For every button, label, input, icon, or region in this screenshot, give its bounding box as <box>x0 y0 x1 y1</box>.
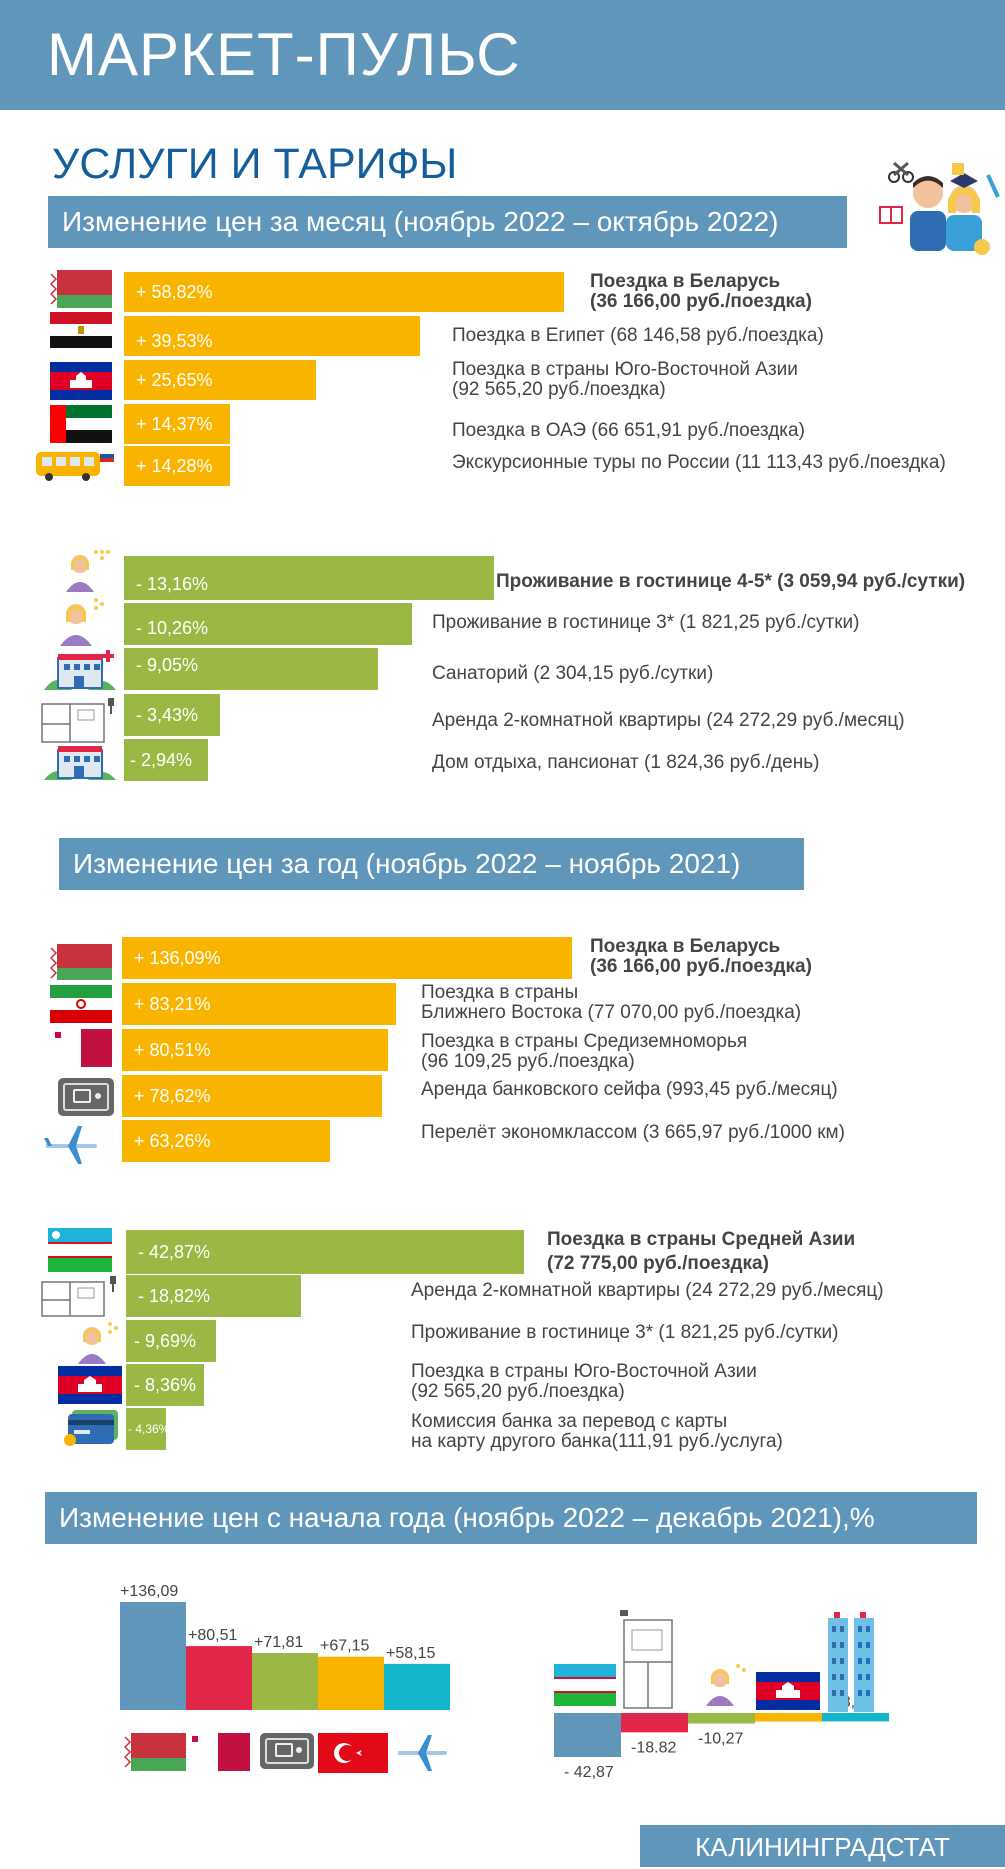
desc-year-up-2: Поездка в страны Ближнего Востока (77 070… <box>421 982 802 1023</box>
desc-year-down-1: Поездка в страны Средней Азии (72 775,00 … <box>547 1229 856 1274</box>
bar-month-down-2: - 10,26% <box>124 603 412 645</box>
desc-month-up-4: Поездка в ОАЭ (66 651,91 руб./поездка) <box>452 420 805 441</box>
bar-year-up-1: + 136,09% <box>122 937 572 979</box>
bar-year-up-5: + 63,26% <box>122 1120 330 1162</box>
ytd-up-value-label-4: +67,15 <box>320 1638 369 1655</box>
bar-year-down-1: - 42,87% <box>126 1230 524 1274</box>
bar-year-down-5: - 4,36% <box>126 1408 169 1450</box>
hotel-staff-icon <box>66 550 110 592</box>
bar-year-up-2: + 83,21% <box>122 983 396 1025</box>
ytd-down-value-label-3: -10,27 <box>698 1731 743 1748</box>
desc-month-down-2: Проживание в гостинице 3* (1 821,25 руб.… <box>432 612 860 633</box>
malta-flag-icon <box>186 1733 250 1771</box>
header-bar <box>0 0 1005 110</box>
safe-icon <box>260 1733 314 1769</box>
airplane-icon <box>398 1735 447 1771</box>
apartment-plan-icon <box>620 1610 673 1709</box>
desc-month-up-3: Поездка в страны Юго-Восточной Азии (92 5… <box>452 359 798 400</box>
hotel-staff-icon <box>60 598 104 646</box>
page-title: МАРКЕТ-ПУЛЬС <box>47 21 521 88</box>
desc-year-down-4: Поездка в страны Юго-Восточной Азии (92 5… <box>411 1361 757 1402</box>
desc-month-down-3: Санаторий (2 304,15 руб./сутки) <box>432 663 714 684</box>
belarus-flag-icon <box>50 270 112 308</box>
malta-flag-icon <box>50 1029 112 1067</box>
turkey-flag-icon <box>318 1733 388 1773</box>
bus-icon <box>36 450 114 481</box>
footer-org: КАЛИНИНГРАДСТАТ <box>640 1825 1005 1867</box>
ytd-down-bar-4 <box>755 1713 822 1722</box>
bar-year-up-4: + 78,62% <box>122 1075 382 1117</box>
desc-month-down-1: Проживание в гостинице 4-5* (3 059,94 ру… <box>496 571 966 592</box>
bar-year-up-3: + 80,51% <box>122 1029 388 1071</box>
ytd-up-bar-3 <box>252 1653 318 1710</box>
ytd-up-value-label-2: +80,51 <box>188 1627 237 1644</box>
ytd-up-value-label-5: +58,15 <box>386 1645 435 1662</box>
bar-month-down-4: - 3,43% <box>124 694 220 736</box>
ytd-up-bar-1 <box>120 1602 186 1710</box>
bar-month-down-5: - 2,94% <box>124 739 208 781</box>
cambodia-flag-icon <box>58 1366 122 1404</box>
bar-month-down-3: - 9,05% <box>124 648 378 690</box>
ytd-decrease-chart: - 42,87-18.82-10,27-8,36- 8,21 <box>554 1694 889 1781</box>
ytd-down-value-label-2: -18.82 <box>631 1739 676 1756</box>
belarus-flag-icon <box>124 1733 186 1771</box>
desc-year-up-5: Перелёт экономклассом (3 665,97 руб./100… <box>421 1122 845 1143</box>
ytd-down-bar-2 <box>621 1713 688 1733</box>
ytd-up-bar-2 <box>186 1646 252 1710</box>
desc-month-up-5: Экскурсионные туры по России (11 113,43 … <box>452 452 946 473</box>
desc-month-down-4: Аренда 2-комнатной квартиры (24 272,29 р… <box>432 710 905 731</box>
skyscraper-icon <box>828 1612 874 1712</box>
ytd-down-bar-1 <box>554 1713 621 1757</box>
cambodia-flag-icon <box>50 362 112 400</box>
airplane-icon <box>44 1126 97 1164</box>
desc-year-down-5: Комиссия банка за перевод с карты на карт… <box>411 1411 783 1452</box>
ytd-increase-chart: +136,09 +80,51 +71,81 +67,15 +58,15 <box>120 1583 450 1710</box>
bar-year-down-3: - 9,69% <box>126 1320 216 1362</box>
bar-month-up-3: + 25,65% <box>124 360 316 400</box>
uzbekistan-flag-icon <box>48 1228 112 1272</box>
cambodia-flag-icon <box>756 1672 820 1710</box>
ytd-up-bar-5 <box>384 1663 450 1710</box>
desc-month-down-5: Дом отдыха, пансионат (1 824,36 руб./ден… <box>432 752 820 773</box>
desc-month-up-2: Поездка в Египет (68 146,58 руб./поездка… <box>452 325 824 346</box>
ytd-up-bar-4 <box>318 1656 384 1710</box>
apartment-plan-icon <box>41 698 114 743</box>
ytd-up-value-label-1: +136,09 <box>120 1583 178 1600</box>
bar-year-down-4: - 8,36% <box>126 1364 204 1406</box>
people-icon <box>879 161 1000 255</box>
desc-year-up-1: Поездка в Беларусь (36 166,00 руб./поездк… <box>590 936 812 977</box>
ytd-up-value-label-3: +71,81 <box>254 1634 303 1651</box>
desc-month-up-1: Поездка в Беларусь (36 166,00 руб./поездк… <box>590 271 812 312</box>
safe-icon <box>58 1078 114 1116</box>
egypt-flag-icon <box>50 312 112 348</box>
desc-year-up-4: Аренда банковского сейфа (993,45 руб./ме… <box>421 1079 838 1100</box>
belarus-flag-icon <box>50 944 112 980</box>
uae-flag-icon <box>50 405 112 443</box>
sanatorium-icon <box>44 650 116 690</box>
ytd-down-bar-5 <box>822 1713 889 1722</box>
bar-year-down-2: - 18,82% <box>126 1275 301 1317</box>
bar-month-up-4: + 14,37% <box>124 404 230 444</box>
hotel-staff-icon <box>706 1664 746 1706</box>
ytd-banner: Изменение цен с начала года (ноябрь 2022… <box>45 1492 977 1544</box>
section-title: УСЛУГИ И ТАРИФЫ <box>52 140 458 188</box>
hotel-staff-icon <box>78 1322 118 1364</box>
year-banner: Изменение цен за год (ноябрь 2022 – нояб… <box>59 838 804 890</box>
ytd-down-bar-3 <box>688 1713 755 1724</box>
bar-month-up-2: + 39,53% <box>124 316 420 356</box>
iran-flag-icon <box>50 985 112 1023</box>
uzbekistan-flag-icon <box>554 1664 616 1706</box>
desc-year-down-2: Аренда 2-комнатной квартиры (24 272,29 р… <box>411 1280 884 1301</box>
bar-month-up-1: + 58,82% <box>124 272 564 312</box>
bank-card-icon <box>64 1410 118 1446</box>
bar-month-down-1: - 13,16% <box>124 556 494 600</box>
desc-year-down-3: Проживание в гостинице 3* (1 821,25 руб.… <box>411 1322 839 1343</box>
desc-year-up-3: Поездка в страны Средиземноморья (96 109,… <box>421 1031 748 1072</box>
ytd-down-value-label-1: - 42,87 <box>564 1764 614 1781</box>
rest-house-icon <box>44 746 116 780</box>
month-banner: Изменение цен за месяц (ноябрь 2022 – ок… <box>48 196 847 248</box>
apartment-plan-icon <box>41 1276 116 1317</box>
bar-month-up-5: + 14,28% <box>124 446 230 486</box>
